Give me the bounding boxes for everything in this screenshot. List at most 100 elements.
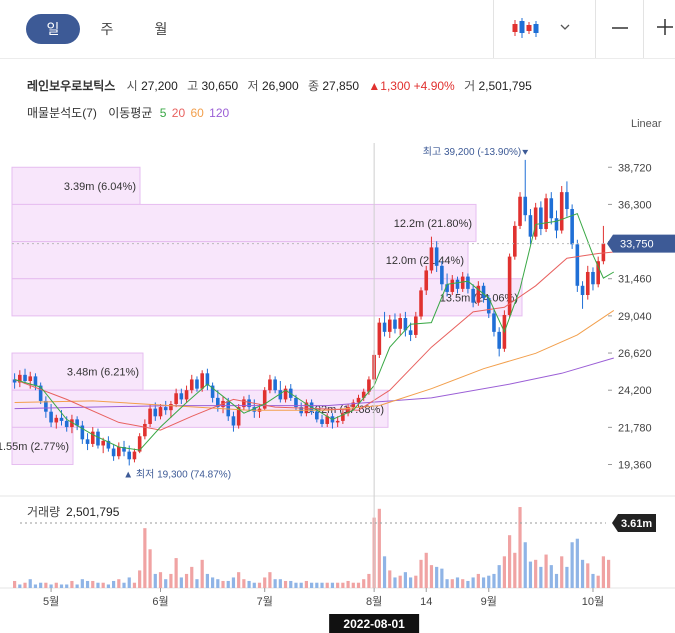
candle-body bbox=[278, 390, 283, 400]
y-tick-label: 21,780 bbox=[618, 422, 652, 434]
candle-body bbox=[169, 404, 173, 411]
volume-axis-badge bbox=[612, 514, 656, 532]
candle-body bbox=[434, 247, 439, 266]
candlestick-icon bbox=[512, 18, 539, 38]
low-label: 저 bbox=[247, 79, 259, 93]
volume-profile-label: 1.55m (2.77%) bbox=[0, 441, 69, 453]
y-tick-label: 19,360 bbox=[618, 460, 652, 472]
volume-bar bbox=[18, 584, 22, 588]
candle-body bbox=[90, 431, 95, 444]
candle-body bbox=[283, 388, 288, 400]
candle-body bbox=[351, 402, 356, 408]
volume-bar bbox=[143, 528, 147, 588]
volume-bar bbox=[315, 582, 319, 588]
axes: 38,720 36,300 31,460 29,040 26,620 24,200 21,7… bbox=[27, 162, 652, 608]
tab-daily[interactable]: 일 bbox=[26, 14, 80, 44]
volume-profile-bar bbox=[11, 241, 469, 280]
volume-bar bbox=[28, 579, 32, 588]
volume-bar bbox=[39, 582, 43, 588]
zoom-out-button[interactable] bbox=[609, 18, 631, 38]
ma60-line bbox=[14, 309, 615, 411]
scale-toggle[interactable]: Linear bbox=[631, 118, 662, 130]
tab-monthly[interactable]: 월 bbox=[154, 21, 168, 37]
candle-body bbox=[96, 431, 100, 446]
candle-body bbox=[137, 436, 142, 452]
ma5-line bbox=[14, 212, 615, 451]
volume-bar bbox=[122, 582, 126, 588]
candle-body bbox=[184, 390, 189, 400]
zoom-in-button[interactable] bbox=[655, 16, 675, 38]
volume-bar bbox=[362, 579, 366, 588]
ma60-label: 60 bbox=[190, 106, 204, 120]
candle-body bbox=[533, 207, 538, 237]
candle-body bbox=[523, 196, 528, 216]
volume-bar bbox=[429, 565, 434, 588]
volume-bar bbox=[101, 582, 105, 588]
candle-body bbox=[341, 413, 345, 421]
volume-bar bbox=[169, 573, 173, 588]
volume-profile-label: 12.2m (21.80%) bbox=[394, 218, 472, 230]
volume-bar bbox=[409, 577, 413, 588]
volume-bar bbox=[112, 580, 116, 588]
volume-bar bbox=[382, 556, 387, 588]
candle-body bbox=[440, 265, 444, 285]
candle-body bbox=[518, 196, 522, 226]
volume-bar bbox=[580, 559, 585, 588]
volume-bar bbox=[153, 573, 157, 588]
volume-bar bbox=[184, 573, 189, 588]
volume-bar bbox=[70, 580, 74, 588]
y-tick-label: 38,720 bbox=[618, 162, 652, 174]
volume-profile: 3.39m (6.04%) 12.2m (21.80%) 12.0m (21.44%… bbox=[0, 166, 523, 466]
volume-bar bbox=[591, 573, 595, 588]
tab-weekly[interactable]: 주 bbox=[100, 21, 114, 37]
candle-body bbox=[148, 408, 152, 424]
volume-bar bbox=[341, 582, 345, 588]
candle-body bbox=[377, 322, 382, 355]
stock-name: 레인보우로보틱스 bbox=[27, 79, 116, 93]
volume-bar bbox=[44, 582, 48, 588]
volume-profile-bar bbox=[11, 426, 74, 466]
candle-body bbox=[64, 420, 69, 428]
y-tick-label: 26,620 bbox=[618, 348, 652, 360]
volume-bar bbox=[195, 579, 199, 588]
volume-bar bbox=[398, 575, 402, 588]
candle-body bbox=[445, 284, 449, 292]
candle-body bbox=[544, 198, 548, 229]
volume-profile-toggle[interactable]: 매물분석도(7) bbox=[27, 106, 97, 120]
change-value: ▲1,300 bbox=[368, 79, 411, 93]
volume-bar bbox=[466, 580, 470, 588]
volume-bar bbox=[445, 579, 449, 588]
volume-bar bbox=[91, 580, 95, 588]
moving-average-toggle[interactable]: 이동평균 bbox=[108, 106, 153, 120]
volume-bar bbox=[242, 579, 246, 588]
candle-body bbox=[387, 319, 392, 332]
candle-body bbox=[398, 318, 402, 329]
change-percent: +4.90% bbox=[413, 79, 455, 93]
candle-body bbox=[262, 390, 267, 409]
candle-body bbox=[158, 407, 163, 417]
candle-body bbox=[325, 416, 330, 424]
volume-bar bbox=[304, 580, 308, 588]
volume-bar bbox=[481, 577, 486, 588]
candle-body bbox=[75, 419, 79, 426]
candle-body bbox=[273, 379, 277, 391]
volume-bar bbox=[148, 549, 152, 588]
chart-type-dropdown[interactable] bbox=[510, 16, 572, 40]
volume-panel-label: 거래량 bbox=[27, 505, 60, 519]
volume-bar bbox=[336, 582, 340, 588]
candle-body bbox=[174, 393, 178, 405]
toolbar-divider bbox=[595, 0, 596, 58]
candle-body bbox=[601, 243, 606, 262]
volume-bar bbox=[508, 535, 512, 588]
candle-body bbox=[492, 313, 496, 332]
volume-bar bbox=[440, 568, 444, 588]
candle-body bbox=[54, 417, 59, 423]
candle-body bbox=[486, 298, 491, 314]
candle-body bbox=[59, 417, 64, 421]
volume-bar bbox=[179, 577, 183, 588]
volume-bar bbox=[502, 556, 506, 588]
ma5-label: 5 bbox=[159, 106, 167, 120]
candle-body bbox=[70, 419, 74, 428]
volume-bar bbox=[13, 580, 17, 588]
